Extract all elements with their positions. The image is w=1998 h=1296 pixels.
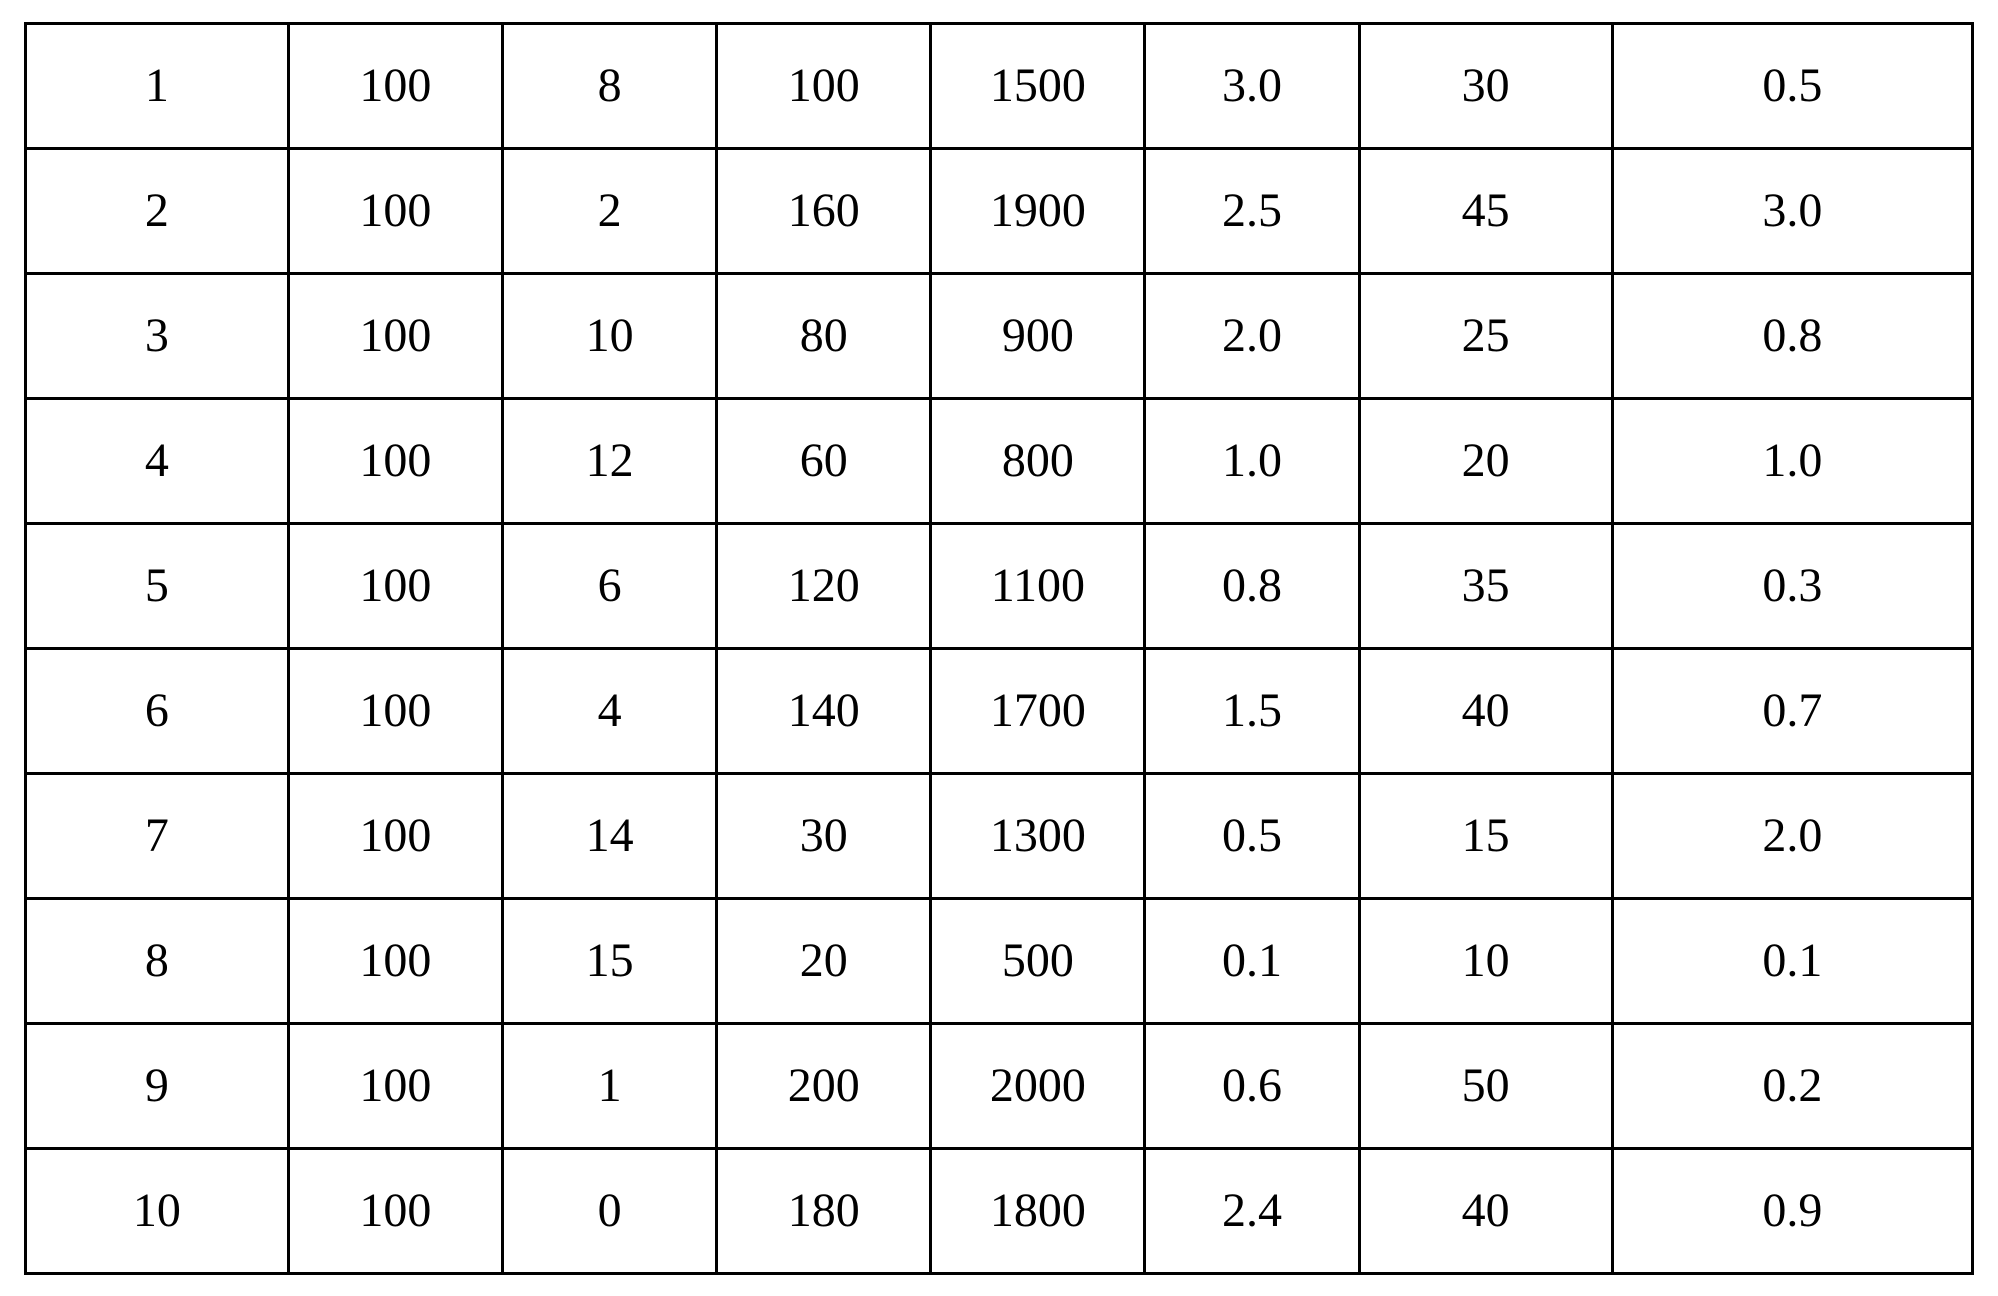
table-row: 4 100 12 60 800 1.0 20 1.0 xyxy=(26,398,1973,523)
table-row: 6 100 4 140 1700 1.5 40 0.7 xyxy=(26,648,1973,773)
table-cell: 9 xyxy=(26,1023,289,1148)
table-cell: 500 xyxy=(931,898,1145,1023)
table-cell: 100 xyxy=(288,1023,502,1148)
table-cell: 30 xyxy=(1359,23,1612,148)
table-cell: 0.8 xyxy=(1145,523,1359,648)
table-cell: 800 xyxy=(931,398,1145,523)
table-cell: 100 xyxy=(288,648,502,773)
table-cell: 2.5 xyxy=(1145,148,1359,273)
table-cell: 0.5 xyxy=(1145,773,1359,898)
table-cell: 60 xyxy=(717,398,931,523)
table-cell: 25 xyxy=(1359,273,1612,398)
table-cell: 2.4 xyxy=(1145,1148,1359,1273)
table-cell: 100 xyxy=(288,398,502,523)
table-cell: 1900 xyxy=(931,148,1145,273)
table-body: 1 100 8 100 1500 3.0 30 0.5 2 100 2 160 … xyxy=(26,23,1973,1273)
table-cell: 1 xyxy=(26,23,289,148)
table-cell: 1100 xyxy=(931,523,1145,648)
table-cell: 50 xyxy=(1359,1023,1612,1148)
table-cell: 4 xyxy=(26,398,289,523)
table-cell: 3.0 xyxy=(1612,148,1972,273)
table-cell: 160 xyxy=(717,148,931,273)
table-cell: 6 xyxy=(503,523,717,648)
table-cell: 100 xyxy=(288,898,502,1023)
table-cell: 180 xyxy=(717,1148,931,1273)
table-cell: 15 xyxy=(503,898,717,1023)
table-cell: 100 xyxy=(288,523,502,648)
table-row: 5 100 6 120 1100 0.8 35 0.3 xyxy=(26,523,1973,648)
table-cell: 8 xyxy=(26,898,289,1023)
table-cell: 100 xyxy=(288,1148,502,1273)
table-cell: 1.0 xyxy=(1145,398,1359,523)
table-cell: 45 xyxy=(1359,148,1612,273)
table-row: 2 100 2 160 1900 2.5 45 3.0 xyxy=(26,148,1973,273)
table-cell: 1700 xyxy=(931,648,1145,773)
table-cell: 20 xyxy=(717,898,931,1023)
table-cell: 2.0 xyxy=(1145,273,1359,398)
table-cell: 1300 xyxy=(931,773,1145,898)
table-cell: 40 xyxy=(1359,1148,1612,1273)
table-cell: 2 xyxy=(26,148,289,273)
table-cell: 1500 xyxy=(931,23,1145,148)
table-cell: 100 xyxy=(288,23,502,148)
table-cell: 5 xyxy=(26,523,289,648)
table-cell: 0.1 xyxy=(1145,898,1359,1023)
table-cell: 0.8 xyxy=(1612,273,1972,398)
table-cell: 7 xyxy=(26,773,289,898)
table-cell: 10 xyxy=(1359,898,1612,1023)
table-cell: 3.0 xyxy=(1145,23,1359,148)
table-cell: 0.7 xyxy=(1612,648,1972,773)
table-cell: 15 xyxy=(1359,773,1612,898)
table-cell: 30 xyxy=(717,773,931,898)
table-cell: 100 xyxy=(717,23,931,148)
table-cell: 0.1 xyxy=(1612,898,1972,1023)
table-cell: 1800 xyxy=(931,1148,1145,1273)
table-cell: 0.5 xyxy=(1612,23,1972,148)
table-cell: 4 xyxy=(503,648,717,773)
table-cell: 1.5 xyxy=(1145,648,1359,773)
table-cell: 100 xyxy=(288,773,502,898)
table-cell: 0.9 xyxy=(1612,1148,1972,1273)
table-cell: 14 xyxy=(503,773,717,898)
table-cell: 1.0 xyxy=(1612,398,1972,523)
table-cell: 140 xyxy=(717,648,931,773)
table-cell: 2 xyxy=(503,148,717,273)
table-cell: 900 xyxy=(931,273,1145,398)
table-cell: 40 xyxy=(1359,648,1612,773)
table-cell: 200 xyxy=(717,1023,931,1148)
table-cell: 100 xyxy=(288,148,502,273)
table-row: 10 100 0 180 1800 2.4 40 0.9 xyxy=(26,1148,1973,1273)
table-cell: 2000 xyxy=(931,1023,1145,1148)
table-cell: 100 xyxy=(288,273,502,398)
table-cell: 20 xyxy=(1359,398,1612,523)
table-cell: 0.3 xyxy=(1612,523,1972,648)
table-row: 8 100 15 20 500 0.1 10 0.1 xyxy=(26,898,1973,1023)
table-cell: 0 xyxy=(503,1148,717,1273)
table-cell: 3 xyxy=(26,273,289,398)
table-cell: 6 xyxy=(26,648,289,773)
table-cell: 8 xyxy=(503,23,717,148)
table-cell: 120 xyxy=(717,523,931,648)
table-cell: 2.0 xyxy=(1612,773,1972,898)
table-cell: 12 xyxy=(503,398,717,523)
data-table: 1 100 8 100 1500 3.0 30 0.5 2 100 2 160 … xyxy=(24,22,1974,1275)
table-row: 1 100 8 100 1500 3.0 30 0.5 xyxy=(26,23,1973,148)
table-row: 9 100 1 200 2000 0.6 50 0.2 xyxy=(26,1023,1973,1148)
table-cell: 0.2 xyxy=(1612,1023,1972,1148)
table-row: 7 100 14 30 1300 0.5 15 2.0 xyxy=(26,773,1973,898)
table-cell: 80 xyxy=(717,273,931,398)
table-cell: 0.6 xyxy=(1145,1023,1359,1148)
table-row: 3 100 10 80 900 2.0 25 0.8 xyxy=(26,273,1973,398)
table-cell: 10 xyxy=(26,1148,289,1273)
table-cell: 1 xyxy=(503,1023,717,1148)
table-cell: 10 xyxy=(503,273,717,398)
table-cell: 35 xyxy=(1359,523,1612,648)
